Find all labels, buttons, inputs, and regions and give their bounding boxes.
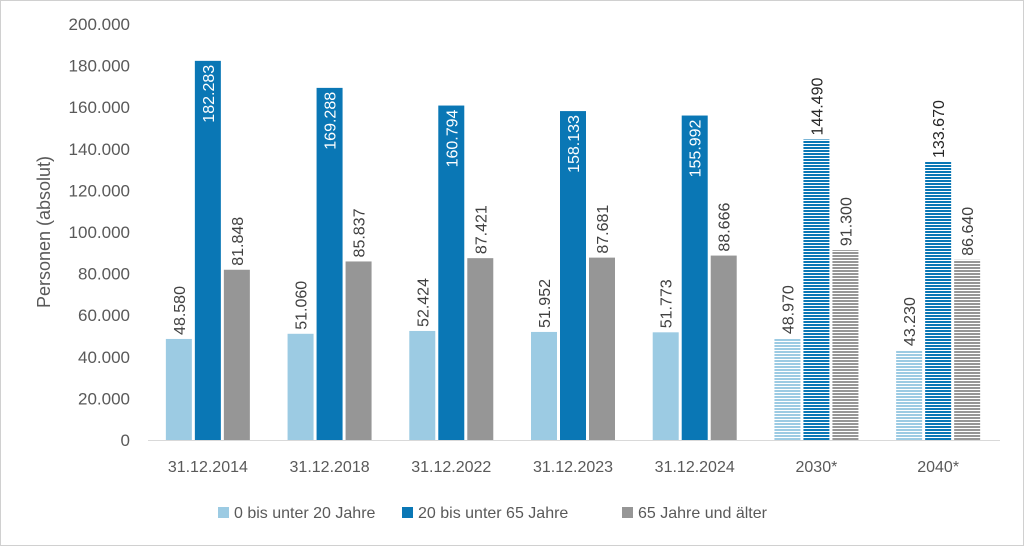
bar-0-bis-unter-20-jahre [531,331,557,440]
y-tick-label: 140.000 [69,140,130,159]
y-tick-label: 40.000 [78,348,130,367]
x-tick-label: 2040* [917,459,959,476]
y-axis-title: Personen (absolut) [34,156,54,308]
data-label: 160.794 [444,109,461,167]
data-label: 169.288 [323,92,340,150]
y-tick-label: 60.000 [78,306,130,325]
bar-65-jahre-und-älter [467,258,494,440]
y-tick-label: 180.000 [69,57,130,76]
data-label: 87.421 [473,205,490,254]
data-label: 51.952 [537,279,554,328]
bar-0-bis-unter-20-jahre [409,330,436,440]
bar-0-bis-unter-20-jahre [896,350,923,440]
data-label: 87.681 [595,205,612,254]
data-label: 48.970 [780,285,797,334]
data-label: 43.230 [902,297,919,346]
y-tick-label: 160.000 [69,98,130,117]
x-tick-label: 31.12.2018 [290,459,370,476]
legend-swatch [622,507,633,518]
bar-20-bis-unter-65-jahre [316,87,343,441]
data-label: 144.490 [809,78,826,136]
x-tick-label: 31.12.2024 [655,459,735,476]
bar-20-bis-unter-65-jahre [925,161,952,440]
data-label: 48.580 [172,286,189,335]
legend-label: 65 Jahre und älter [638,505,768,522]
data-label: 88.666 [717,203,734,252]
bar-0-bis-unter-20-jahre [652,332,679,440]
bar-65-jahre-und-älter [589,257,615,440]
legend-label: 20 bis unter 65 Jahre [418,505,568,522]
data-label: 155.992 [688,119,705,177]
x-tick-label: 31.12.2023 [533,459,613,476]
y-tick-label: 120.000 [69,181,130,200]
y-tick-label: 0 [121,431,130,450]
x-tick-label: 31.12.2022 [411,459,491,476]
legend-swatch [402,507,413,518]
data-label: 51.060 [294,281,311,330]
y-tick-label: 100.000 [69,223,130,242]
data-label: 81.848 [230,217,247,266]
bar-20-bis-unter-65-jahre [803,139,830,440]
y-tick-label: 200.000 [69,15,130,34]
data-label: 51.773 [659,279,676,328]
legend-label: 0 bis unter 20 Jahre [234,505,376,522]
data-label: 182.283 [201,65,218,123]
bar-0-bis-unter-20-jahre [165,338,192,440]
y-tick-label: 80.000 [78,265,130,284]
bar-0-bis-unter-20-jahre [774,338,801,440]
bar-65-jahre-und-älter [954,259,981,440]
data-label: 158.133 [566,115,583,173]
x-tick-label: 2030* [796,459,838,476]
bar-0-bis-unter-20-jahre [287,333,314,440]
data-label: 133.670 [931,100,948,158]
bar-65-jahre-und-älter [345,261,372,440]
bar-20-bis-unter-65-jahre [194,60,221,441]
bar-20-bis-unter-65-jahre [560,111,586,440]
legend-swatch [218,507,229,518]
bar-65-jahre-und-älter [710,255,737,440]
y-tick-label: 20.000 [78,389,130,408]
data-label: 85.837 [352,208,369,257]
data-label: 86.640 [960,207,977,256]
bar-20-bis-unter-65-jahre [681,115,708,441]
bar-65-jahre-und-älter [832,250,859,440]
bar-65-jahre-und-älter [223,269,250,440]
data-label: 91.300 [838,197,855,246]
bar-20-bis-unter-65-jahre [438,105,465,441]
x-tick-label: 31.12.2014 [168,459,248,476]
data-label: 52.424 [415,278,432,327]
